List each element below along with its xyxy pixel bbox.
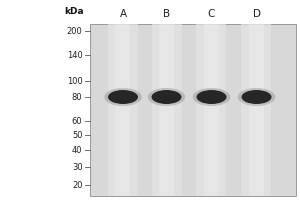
Ellipse shape xyxy=(193,88,230,106)
Text: 20: 20 xyxy=(72,180,83,190)
Ellipse shape xyxy=(108,90,138,104)
Text: A: A xyxy=(119,9,127,19)
Bar xyxy=(196,24,226,196)
Bar xyxy=(152,24,182,196)
Text: 80: 80 xyxy=(72,92,83,102)
Text: C: C xyxy=(208,9,215,19)
Text: 30: 30 xyxy=(72,163,83,172)
Text: 40: 40 xyxy=(72,146,83,155)
Bar xyxy=(116,24,130,196)
Text: D: D xyxy=(253,9,260,19)
Bar xyxy=(204,24,219,196)
Ellipse shape xyxy=(104,88,142,106)
Ellipse shape xyxy=(148,88,185,106)
Bar xyxy=(159,24,174,196)
Text: 100: 100 xyxy=(67,76,82,86)
Ellipse shape xyxy=(238,88,275,106)
Text: 50: 50 xyxy=(72,130,83,140)
Bar xyxy=(242,24,272,196)
Text: 140: 140 xyxy=(67,50,82,60)
Bar xyxy=(108,24,138,196)
Ellipse shape xyxy=(242,90,272,104)
Text: B: B xyxy=(163,9,170,19)
Bar xyxy=(249,24,264,196)
Ellipse shape xyxy=(196,90,226,104)
Text: 200: 200 xyxy=(67,26,82,36)
Text: kDa: kDa xyxy=(64,7,84,17)
Ellipse shape xyxy=(152,90,182,104)
Bar xyxy=(90,24,296,196)
Text: 60: 60 xyxy=(72,116,83,126)
